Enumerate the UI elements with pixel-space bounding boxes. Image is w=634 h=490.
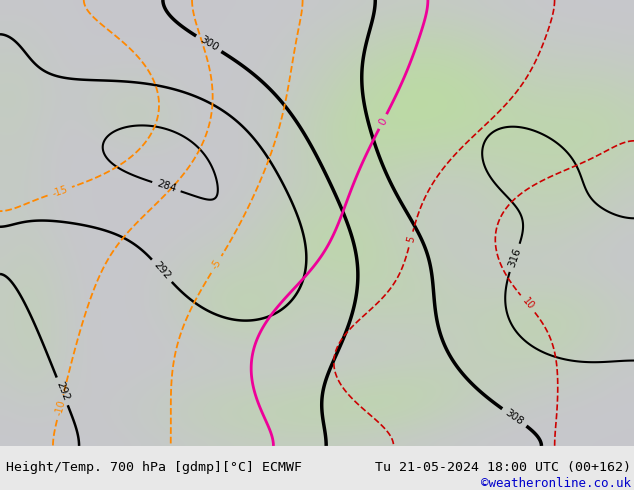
Text: 300: 300 [198,34,220,53]
Text: Tu 21-05-2024 18:00 UTC (00+162): Tu 21-05-2024 18:00 UTC (00+162) [375,462,631,474]
Text: 284: 284 [155,179,178,195]
Text: -5: -5 [210,258,223,271]
Text: 292: 292 [152,260,172,282]
Text: 10: 10 [520,296,536,312]
Text: 308: 308 [503,408,526,427]
Text: 5: 5 [405,235,417,244]
Text: -15: -15 [51,184,69,198]
Text: 292: 292 [54,380,70,402]
Text: 316: 316 [507,247,522,269]
Text: -10: -10 [53,399,67,416]
Text: 0: 0 [377,116,389,127]
Text: Height/Temp. 700 hPa [gdmp][°C] ECMWF: Height/Temp. 700 hPa [gdmp][°C] ECMWF [6,462,302,474]
Text: ©weatheronline.co.uk: ©weatheronline.co.uk [481,477,631,490]
